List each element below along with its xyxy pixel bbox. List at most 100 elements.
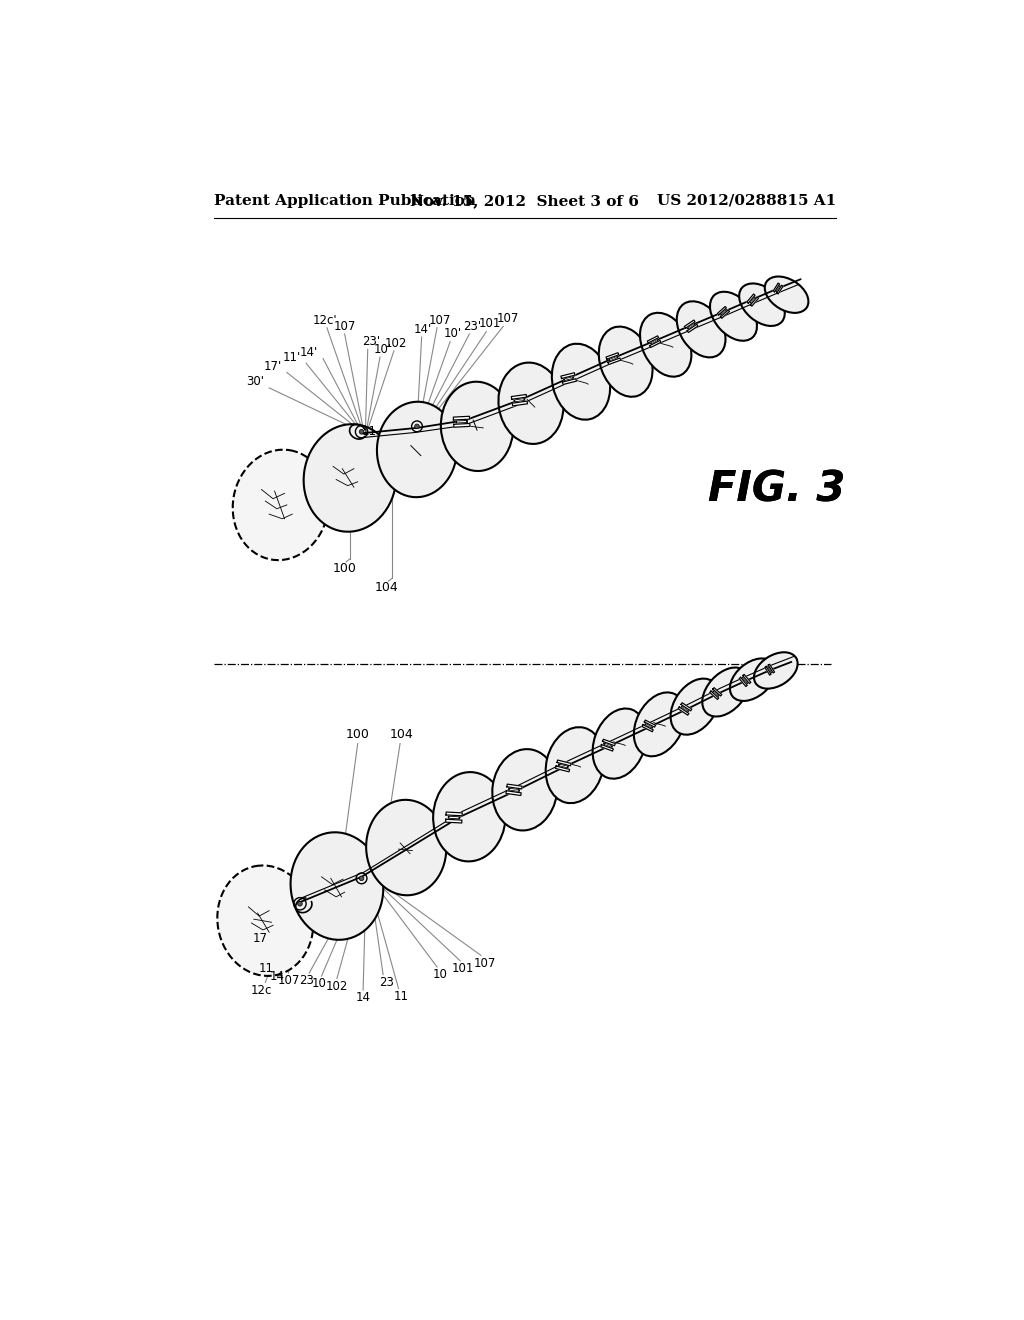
- Polygon shape: [775, 285, 781, 292]
- Polygon shape: [721, 310, 729, 318]
- Polygon shape: [719, 309, 728, 317]
- Polygon shape: [777, 285, 783, 294]
- Text: US 2012/0288815 A1: US 2012/0288815 A1: [656, 194, 836, 207]
- Polygon shape: [678, 708, 689, 715]
- Ellipse shape: [552, 343, 610, 420]
- Text: 14': 14': [414, 323, 432, 335]
- Text: 14': 14': [300, 346, 318, 359]
- Ellipse shape: [441, 381, 513, 471]
- Text: 17': 17': [264, 360, 283, 372]
- Polygon shape: [649, 338, 658, 346]
- Text: 14: 14: [269, 970, 285, 982]
- Polygon shape: [449, 813, 460, 821]
- Ellipse shape: [765, 276, 808, 313]
- Polygon shape: [687, 325, 698, 333]
- Ellipse shape: [546, 727, 604, 803]
- Text: 107: 107: [497, 312, 519, 325]
- Polygon shape: [751, 297, 759, 306]
- Polygon shape: [642, 725, 653, 731]
- Polygon shape: [563, 375, 574, 383]
- Text: 10: 10: [311, 977, 327, 990]
- Polygon shape: [680, 705, 689, 713]
- Ellipse shape: [754, 652, 798, 689]
- Text: 107: 107: [334, 319, 355, 333]
- Text: 101: 101: [479, 317, 502, 330]
- Polygon shape: [562, 379, 577, 384]
- Text: 23': 23': [464, 319, 481, 333]
- Ellipse shape: [433, 772, 506, 862]
- Text: 23: 23: [379, 975, 393, 989]
- Polygon shape: [445, 820, 462, 822]
- Text: 30': 30': [247, 375, 264, 388]
- Ellipse shape: [304, 424, 396, 532]
- Polygon shape: [686, 322, 696, 330]
- Polygon shape: [512, 401, 527, 405]
- Ellipse shape: [217, 866, 313, 975]
- Ellipse shape: [232, 450, 329, 560]
- Polygon shape: [558, 762, 568, 770]
- Ellipse shape: [367, 800, 446, 895]
- Text: Patent Application Publication: Patent Application Publication: [214, 194, 476, 207]
- Text: 104: 104: [390, 727, 414, 741]
- Polygon shape: [506, 791, 521, 796]
- Ellipse shape: [730, 659, 775, 701]
- Circle shape: [298, 902, 302, 906]
- Ellipse shape: [739, 284, 784, 326]
- Polygon shape: [602, 739, 615, 746]
- Polygon shape: [644, 719, 655, 727]
- Text: 101: 101: [452, 962, 474, 975]
- Polygon shape: [749, 296, 757, 305]
- Polygon shape: [766, 665, 773, 673]
- Text: 11: 11: [394, 990, 410, 1003]
- Polygon shape: [649, 341, 660, 347]
- Polygon shape: [606, 352, 618, 359]
- Ellipse shape: [291, 833, 383, 940]
- Text: 12c': 12c': [312, 314, 337, 326]
- Polygon shape: [746, 294, 755, 304]
- Text: 104: 104: [375, 581, 398, 594]
- Text: 107: 107: [473, 957, 496, 970]
- Polygon shape: [509, 785, 519, 793]
- Text: 102: 102: [385, 337, 408, 350]
- Ellipse shape: [493, 750, 557, 830]
- Polygon shape: [557, 760, 571, 766]
- Polygon shape: [681, 702, 692, 711]
- Text: Nov. 15, 2012  Sheet 3 of 6: Nov. 15, 2012 Sheet 3 of 6: [411, 194, 639, 207]
- Polygon shape: [768, 664, 774, 673]
- Circle shape: [359, 429, 364, 434]
- Polygon shape: [718, 306, 726, 315]
- Text: 10': 10': [374, 343, 391, 356]
- Polygon shape: [608, 358, 621, 364]
- Text: 11': 11': [283, 351, 301, 363]
- Polygon shape: [456, 417, 467, 426]
- Ellipse shape: [710, 292, 757, 341]
- Polygon shape: [765, 667, 771, 675]
- Polygon shape: [601, 744, 613, 751]
- Text: 100: 100: [346, 727, 370, 741]
- Text: 107: 107: [278, 974, 300, 987]
- Text: 10': 10': [443, 327, 462, 341]
- Polygon shape: [739, 677, 748, 686]
- Text: FIG. 3: FIG. 3: [708, 469, 846, 511]
- Text: 10: 10: [433, 968, 447, 981]
- Text: 14: 14: [355, 991, 371, 1005]
- Polygon shape: [507, 784, 522, 789]
- Ellipse shape: [593, 709, 646, 779]
- Polygon shape: [742, 675, 751, 684]
- Polygon shape: [561, 372, 574, 379]
- Text: 11: 11: [361, 425, 377, 438]
- Text: 23': 23': [361, 335, 380, 348]
- Text: 107: 107: [429, 314, 452, 326]
- Polygon shape: [647, 335, 658, 343]
- Ellipse shape: [599, 326, 652, 397]
- Ellipse shape: [677, 301, 725, 358]
- Polygon shape: [713, 688, 722, 696]
- Text: 100: 100: [333, 561, 356, 574]
- Text: 12c: 12c: [251, 983, 272, 997]
- Polygon shape: [608, 354, 618, 363]
- Circle shape: [359, 876, 364, 880]
- Polygon shape: [741, 676, 750, 685]
- Polygon shape: [773, 282, 779, 292]
- Polygon shape: [454, 424, 470, 428]
- Polygon shape: [511, 395, 526, 399]
